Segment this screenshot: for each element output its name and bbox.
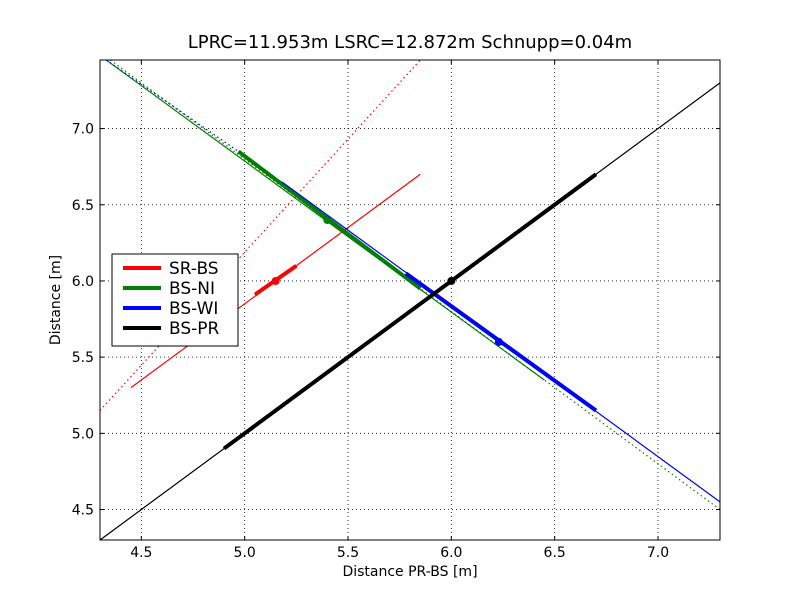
chart-title: LPRC=11.953m LSRC=12.872m Schnupp=0.04m <box>188 32 632 53</box>
ticks: 4.5 5.0 5.5 6.0 6.5 7.0 4.5 5.0 5.5 6.0 6.5 7.0 <box>72 60 720 561</box>
bs-wi-marker <box>494 337 503 346</box>
sr-bs-dotted-line <box>99 59 421 411</box>
bs-pr-marker <box>447 276 456 285</box>
legend-label-bs-ni: BS-NI <box>169 279 215 299</box>
x-tick-label: 4.5 <box>130 545 152 561</box>
y-tick-label: 7.0 <box>72 122 94 138</box>
y-tick-label: 5.5 <box>72 350 94 366</box>
y-tick-label: 6.0 <box>72 274 94 290</box>
series-layer <box>99 59 721 541</box>
x-tick-label: 7.0 <box>647 545 669 561</box>
y-axis-label: Distance [m] <box>48 255 64 345</box>
series-bs-wi <box>105 59 721 503</box>
x-tick-label: 6.0 <box>440 545 462 561</box>
legend-label-bs-wi: BS-WI <box>169 299 218 319</box>
y-tick-label: 4.5 <box>72 503 94 519</box>
bs-ni-marker <box>323 216 332 224</box>
plot-frame <box>99 59 721 541</box>
bs-pr-thick-line <box>222 172 598 451</box>
legend-label-sr-bs: SR-BS <box>169 259 219 279</box>
y-tick-label: 5.0 <box>72 426 94 442</box>
series-bs-ni <box>105 59 721 511</box>
x-tick-label: 5.5 <box>337 545 359 561</box>
grid <box>100 60 720 540</box>
x-axis-label: Distance PR-BS [m] <box>342 564 477 580</box>
series-sr-bs <box>99 59 421 411</box>
x-tick-label: 5.0 <box>234 545 256 561</box>
legend-label-bs-pr: BS-PR <box>169 319 220 339</box>
sr-bs-marker <box>271 276 280 285</box>
series-bs-pr <box>99 82 721 541</box>
y-tick-label: 6.5 <box>72 198 94 214</box>
x-tick-label: 6.5 <box>544 545 566 561</box>
